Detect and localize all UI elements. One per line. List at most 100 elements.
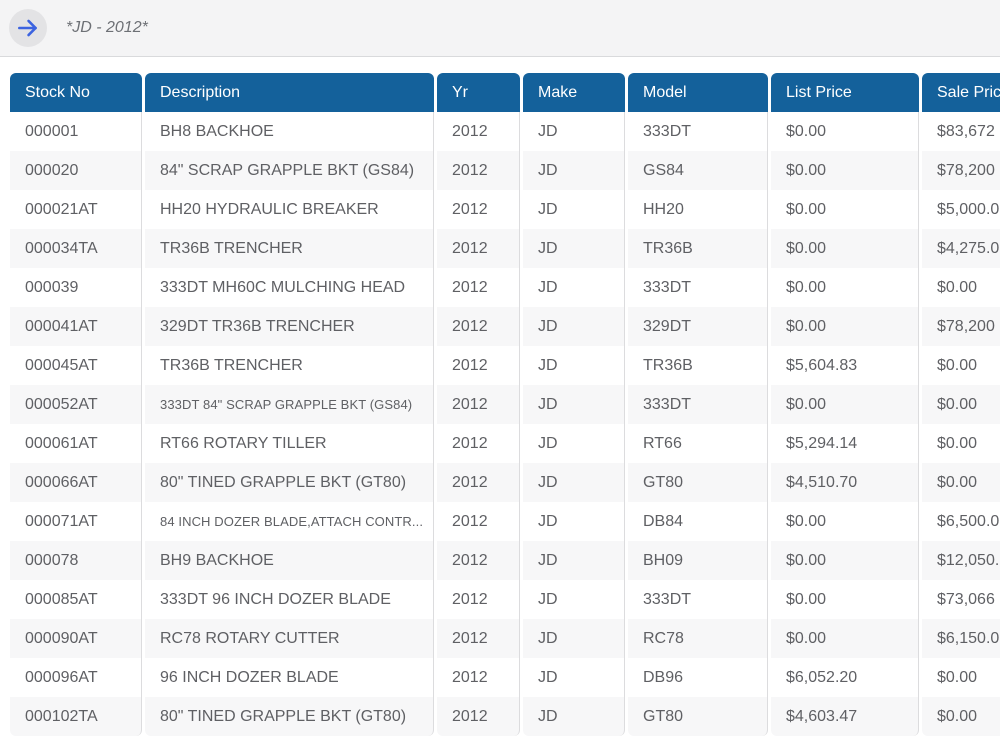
table-row[interactable]: 000090AT RC78 ROTARY CUTTER 2012 JD RC78… [10,619,1000,658]
table-row[interactable]: 000071AT 84 INCH DOZER BLADE,ATTACH CONT… [10,502,1000,541]
table-row[interactable]: 000021AT HH20 HYDRAULIC BREAKER 2012 JD … [10,190,1000,229]
cell-yr: 2012 [437,424,520,463]
cell-model: 333DT [628,268,768,307]
cell-stock-no: 000034TA [10,229,142,268]
cell-list-price: $0.00 [771,268,919,307]
cell-yr: 2012 [437,268,520,307]
search-bar [0,0,1000,57]
cell-list-price: $0.00 [771,190,919,229]
table-row[interactable]: 000052AT 333DT 84" SCRAP GRAPPLE BKT (GS… [10,385,1000,424]
column-header-label: Sale Price [937,83,1000,101]
cell-list-price: $0.00 [771,112,919,151]
cell-yr: 2012 [437,307,520,346]
cell-model: GS84 [628,151,768,190]
table-row[interactable]: 000078 BH9 BACKHOE 2012 JD BH09 $0.00 $1… [10,541,1000,580]
cell-stock-no: 000102TA [10,697,142,736]
cell-description: 80" TINED GRAPPLE BKT (GT80) [145,463,434,502]
column-header-make[interactable]: Make [523,73,625,112]
column-header-sale[interactable]: Sale Price [922,73,1000,112]
cell-sale-price: $0.00 [922,463,1000,502]
cell-stock-no: 000039 [10,268,142,307]
table-row[interactable]: 000034TA TR36B TRENCHER 2012 JD TR36B $0… [10,229,1000,268]
cell-make: JD [523,502,625,541]
cell-list-price: $0.00 [771,502,919,541]
cell-list-price: $0.00 [771,619,919,658]
cell-yr: 2012 [437,112,520,151]
table-row[interactable]: 000102TA 80" TINED GRAPPLE BKT (GT80) 20… [10,697,1000,736]
cell-description: 84 INCH DOZER BLADE,ATTACH CONTR... [145,502,434,541]
table-row[interactable]: 000039 333DT MH60C MULCHING HEAD 2012 JD… [10,268,1000,307]
submit-search-button[interactable] [9,9,47,47]
cell-description: RT66 ROTARY TILLER [145,424,434,463]
cell-make: JD [523,619,625,658]
cell-make: JD [523,190,625,229]
cell-description: TR36B TRENCHER [145,346,434,385]
cell-list-price: $0.00 [771,580,919,619]
cell-yr: 2012 [437,580,520,619]
cell-stock-no: 000085AT [10,580,142,619]
cell-model: HH20 [628,190,768,229]
cell-make: JD [523,697,625,736]
table-row[interactable]: 000045AT TR36B TRENCHER 2012 JD TR36B $5… [10,346,1000,385]
cell-sale-price: $78,200 [922,151,1000,190]
cell-make: JD [523,151,625,190]
cell-model: TR36B [628,346,768,385]
cell-sale-price: $73,066 [922,580,1000,619]
cell-description: 333DT MH60C MULCHING HEAD [145,268,434,307]
cell-sale-price: $6,500.0 [922,502,1000,541]
cell-description: 96 INCH DOZER BLADE [145,658,434,697]
cell-yr: 2012 [437,697,520,736]
column-header-label: Model [643,83,687,101]
table-body: 000001 BH8 BACKHOE 2012 JD 333DT $0.00 $… [10,112,1000,736]
column-header-label: Description [160,83,241,101]
cell-list-price: $5,294.14 [771,424,919,463]
cell-list-price: $4,603.47 [771,697,919,736]
column-header-label: Make [538,83,578,101]
cell-make: JD [523,541,625,580]
cell-stock-no: 000052AT [10,385,142,424]
cell-list-price: $4,510.70 [771,463,919,502]
inventory-results-table: Stock No Description Yr Make Model List … [10,73,1000,736]
cell-yr: 2012 [437,619,520,658]
table-row[interactable]: 000096AT 96 INCH DOZER BLADE 2012 JD DB9… [10,658,1000,697]
cell-yr: 2012 [437,151,520,190]
arrow-right-icon [15,15,41,41]
cell-make: JD [523,658,625,697]
column-header-label: Stock No [25,83,90,101]
cell-stock-no: 000001 [10,112,142,151]
cell-description: HH20 HYDRAULIC BREAKER [145,190,434,229]
table-row[interactable]: 000001 BH8 BACKHOE 2012 JD 333DT $0.00 $… [10,112,1000,151]
table-row[interactable]: 000066AT 80" TINED GRAPPLE BKT (GT80) 20… [10,463,1000,502]
cell-description: BH9 BACKHOE [145,541,434,580]
column-header-yr[interactable]: Yr [437,73,520,112]
cell-sale-price: $12,050. [922,541,1000,580]
cell-stock-no: 000041AT [10,307,142,346]
cell-sale-price: $6,150.0 [922,619,1000,658]
table-row[interactable]: 000085AT 333DT 96 INCH DOZER BLADE 2012 … [10,580,1000,619]
cell-sale-price: $0.00 [922,658,1000,697]
cell-model: 329DT [628,307,768,346]
cell-model: 333DT [628,112,768,151]
search-input[interactable] [64,18,868,38]
cell-description: RC78 ROTARY CUTTER [145,619,434,658]
cell-description: 333DT 96 INCH DOZER BLADE [145,580,434,619]
cell-sale-price: $5,000.0 [922,190,1000,229]
table-row[interactable]: 000061AT RT66 ROTARY TILLER 2012 JD RT66… [10,424,1000,463]
cell-make: JD [523,580,625,619]
cell-make: JD [523,268,625,307]
column-header-stock[interactable]: Stock No [10,73,142,112]
table-row[interactable]: 000041AT 329DT TR36B TRENCHER 2012 JD 32… [10,307,1000,346]
cell-stock-no: 000090AT [10,619,142,658]
cell-yr: 2012 [437,502,520,541]
cell-model: GT80 [628,463,768,502]
cell-sale-price: $4,275.0 [922,229,1000,268]
column-header-list[interactable]: List Price [771,73,919,112]
column-header-model[interactable]: Model [628,73,768,112]
column-header-desc[interactable]: Description [145,73,434,112]
cell-stock-no: 000096AT [10,658,142,697]
cell-list-price: $0.00 [771,541,919,580]
cell-list-price: $0.00 [771,307,919,346]
table-row[interactable]: 000020 84" SCRAP GRAPPLE BKT (GS84) 2012… [10,151,1000,190]
cell-sale-price: $0.00 [922,346,1000,385]
cell-model: 333DT [628,385,768,424]
